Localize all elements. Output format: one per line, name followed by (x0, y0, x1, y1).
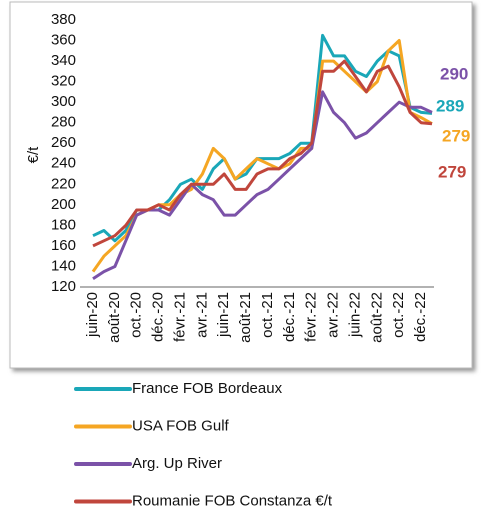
y-tick-label: 260 (51, 134, 76, 151)
legend-label: USA FOB Gulf (132, 417, 230, 434)
x-tick-label: oct.-20 (128, 292, 145, 338)
x-tick-label: déc.-20 (150, 292, 167, 342)
y-tick-label: 240 (51, 155, 76, 172)
y-tick-label: 360 (51, 32, 76, 49)
y-tick-label: 200 (51, 196, 76, 213)
x-tick-label: oct.-22 (390, 292, 407, 338)
legend-label: France FOB Bordeaux (132, 380, 283, 397)
y-tick-label: 300 (51, 93, 76, 110)
x-tick-label: août-20 (106, 292, 123, 343)
x-tick-label: déc.-22 (412, 292, 429, 342)
y-tick-label: 320 (51, 73, 76, 90)
end-label: 279 (438, 162, 466, 181)
end-label: 290 (440, 64, 468, 83)
y-tick-label: 160 (51, 237, 76, 254)
x-tick-label: oct.-21 (259, 292, 276, 338)
y-tick-label: 340 (51, 52, 76, 69)
chart-frame (9, 1, 473, 369)
x-tick-label: juin-21 (215, 292, 232, 338)
x-tick-label: juin-22 (346, 292, 363, 338)
end-label: 279 (442, 126, 470, 145)
y-tick-label: 180 (51, 216, 76, 233)
x-tick-label: avr.-21 (193, 292, 210, 338)
series-line (92, 59, 433, 248)
x-tick-label: juin-20 (84, 292, 101, 338)
y-tick-label: 280 (51, 114, 76, 131)
x-tick-label: août-21 (237, 292, 254, 343)
y-tick-label: 140 (51, 257, 76, 274)
y-axis-label: €/t (25, 146, 42, 164)
x-tick-label: août-22 (368, 292, 385, 343)
x-tick-label: févr.-22 (303, 292, 320, 342)
x-tick-label: avr.-22 (325, 292, 342, 338)
legend-label: Arg. Up River (132, 455, 222, 472)
end-label: 289 (436, 96, 464, 115)
x-tick-label: févr.-21 (171, 292, 188, 342)
y-tick-label: 120 (51, 278, 76, 295)
y-tick-label: 220 (51, 175, 76, 192)
legend-label: Roumanie FOB Constanza €/t (132, 492, 333, 509)
y-tick-label: 380 (51, 11, 76, 28)
x-tick-label: déc.-21 (281, 292, 298, 342)
